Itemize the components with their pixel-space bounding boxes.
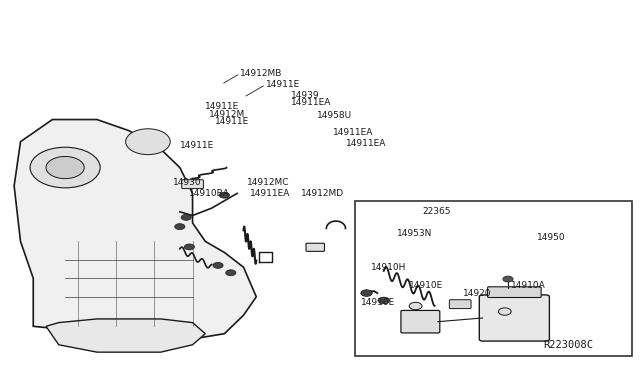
Circle shape: [220, 192, 230, 198]
Circle shape: [213, 262, 223, 268]
Text: 14910BA: 14910BA: [189, 189, 230, 198]
Text: 14910A: 14910A: [511, 281, 546, 290]
FancyBboxPatch shape: [449, 300, 471, 309]
Text: 14911EA: 14911EA: [346, 139, 386, 148]
Text: 14911EA: 14911EA: [333, 128, 373, 137]
Text: 14910E: 14910E: [362, 298, 396, 307]
Circle shape: [409, 302, 422, 310]
Circle shape: [175, 224, 185, 230]
Text: 14911E: 14911E: [180, 141, 214, 150]
Text: 14911E: 14911E: [266, 80, 300, 89]
Circle shape: [46, 157, 84, 179]
Text: 14911E: 14911E: [215, 117, 249, 126]
Circle shape: [30, 147, 100, 188]
Text: 14912MB: 14912MB: [241, 69, 283, 78]
Text: 14953N: 14953N: [396, 230, 432, 238]
Text: 14950: 14950: [537, 233, 565, 242]
Circle shape: [125, 129, 170, 155]
Text: 14910E: 14910E: [409, 281, 444, 290]
Text: 14910H: 14910H: [371, 263, 406, 272]
Polygon shape: [14, 119, 256, 341]
Circle shape: [226, 270, 236, 276]
Circle shape: [499, 308, 511, 315]
Circle shape: [378, 297, 390, 304]
Text: 14911EA: 14911EA: [250, 189, 291, 198]
Circle shape: [361, 290, 372, 296]
FancyBboxPatch shape: [488, 287, 541, 298]
Text: 14911EA: 14911EA: [291, 99, 332, 108]
FancyBboxPatch shape: [479, 295, 549, 341]
Text: 14912M: 14912M: [209, 109, 244, 119]
Polygon shape: [46, 319, 205, 352]
Text: 14920: 14920: [463, 289, 492, 298]
Bar: [355, 201, 632, 356]
Text: 14911E: 14911E: [205, 102, 239, 111]
Text: 14912MC: 14912MC: [246, 178, 289, 187]
Text: R223008C: R223008C: [543, 340, 593, 350]
Text: 14930: 14930: [173, 178, 202, 187]
Circle shape: [181, 214, 191, 220]
Text: 22365: 22365: [422, 207, 451, 217]
Text: 14958U: 14958U: [317, 111, 352, 121]
Text: 14912MD: 14912MD: [301, 189, 344, 198]
FancyBboxPatch shape: [401, 310, 440, 333]
Text: 14939: 14939: [291, 91, 320, 100]
Circle shape: [503, 276, 513, 282]
FancyBboxPatch shape: [306, 243, 324, 251]
Circle shape: [184, 244, 195, 250]
FancyBboxPatch shape: [182, 180, 204, 189]
